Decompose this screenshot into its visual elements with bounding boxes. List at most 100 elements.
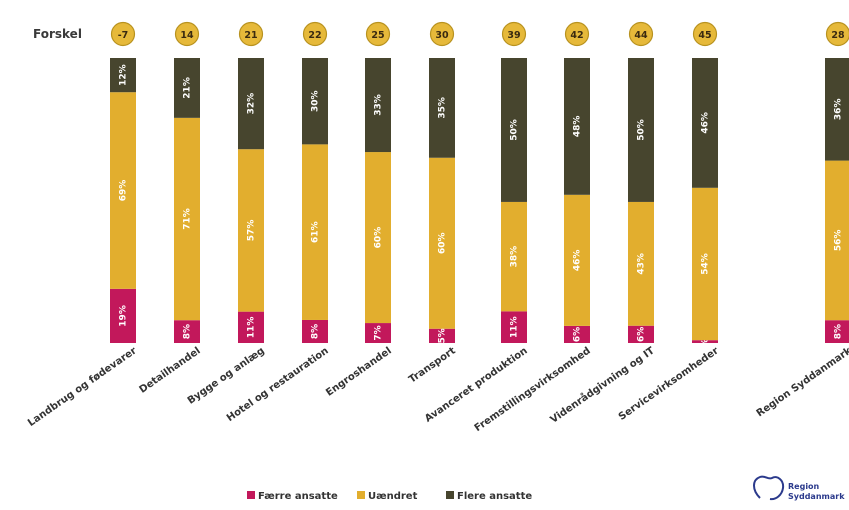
bar-flere <box>302 58 328 145</box>
bar-uaendret <box>174 117 200 321</box>
bar-value-label: 61% <box>311 221 321 243</box>
bar-faerre <box>692 340 718 343</box>
category-label: Landbrug og fødevarer <box>26 345 139 429</box>
bar-value-label: 56% <box>834 230 844 252</box>
region-syddanmark-logo: Region Syddanmark <box>753 475 845 501</box>
category-label: Videnrådgivning og IT <box>547 344 656 426</box>
bar-value-label: 8% <box>834 324 844 339</box>
difference-bubble <box>501 21 527 47</box>
difference-value: 39 <box>507 30 520 41</box>
bar-faerre <box>564 325 590 343</box>
difference-bubble <box>628 21 654 47</box>
difference-value: 28 <box>831 30 845 41</box>
bar-faerre <box>501 311 527 343</box>
difference-bubble <box>238 21 264 47</box>
difference-bubble <box>692 21 718 47</box>
bar-value-label: 11% <box>510 316 520 338</box>
bar-uaendret <box>628 201 654 326</box>
bar-value-label: 8% <box>311 324 321 339</box>
bar-faerre <box>238 311 264 343</box>
bars-group: 19% 69% 12% 8% 71% 21% 11% 57% 32% 8% 61% 30% 7% 60% 3… <box>110 58 849 354</box>
bar-uaendret <box>302 144 328 320</box>
difference-value: 25 <box>371 30 384 41</box>
logo-line-2: Syddanmark <box>788 492 845 501</box>
bar-uaendret <box>365 152 391 324</box>
difference-bubbles: -7 14 21 22 25 30 39 42 44 45 28 <box>110 21 849 47</box>
bar-value-label: 43% <box>637 253 647 275</box>
bar-value-label: 33% <box>374 94 384 116</box>
bar-value-label: 50% <box>637 119 647 141</box>
bar-flere <box>825 58 849 161</box>
difference-bubble <box>429 21 455 47</box>
legend-label-flere: Flere ansatte <box>457 491 532 502</box>
bar-value-label: 50% <box>510 119 520 141</box>
bar-value-label: 11% <box>247 317 257 339</box>
difference-value: -7 <box>118 30 129 41</box>
bar-value-label: 6% <box>637 327 647 342</box>
difference-value: 44 <box>634 30 648 41</box>
bar-value-label: 6% <box>573 327 583 342</box>
legend-swatch-faerre <box>247 491 255 499</box>
bar-value-label: 19% <box>119 305 129 327</box>
legend-swatch-flere <box>446 491 454 499</box>
bar-faerre <box>302 319 328 343</box>
difference-value: 42 <box>570 30 583 41</box>
legend-swatch-uaendret <box>357 491 365 499</box>
bar-value-label: 38% <box>510 246 520 268</box>
category-label: Fremstillingsvirksomhed <box>473 345 593 434</box>
bar-value-label: 36% <box>834 99 844 121</box>
bar-value-label: 8% <box>183 324 193 339</box>
difference-label: Forskel <box>33 27 82 41</box>
bar-value-label: 7% <box>374 325 384 340</box>
bar-flere <box>628 58 654 202</box>
category-label: Region Syddanmark <box>755 345 849 419</box>
bar-faerre <box>628 325 654 343</box>
bar-value-label: 60% <box>374 227 384 249</box>
difference-value: 22 <box>308 30 321 41</box>
bar-value-label: 30% <box>311 90 321 112</box>
bar-value-label: 32% <box>247 93 257 115</box>
bar-faerre <box>825 320 849 343</box>
category-label: Detailhandel <box>138 345 203 395</box>
bar-uaendret <box>692 187 718 341</box>
bar-value-label: 69% <box>119 180 129 202</box>
bar-flere <box>110 58 136 93</box>
bar-value-label: 46% <box>573 250 583 272</box>
difference-bubble <box>302 21 328 47</box>
bar-faerre <box>429 328 455 343</box>
difference-bubble <box>825 21 849 47</box>
category-label: Engroshandel <box>324 345 394 398</box>
bar-value-label: 46% <box>701 112 711 134</box>
bar-flere <box>238 58 264 150</box>
bar-faerre <box>174 320 200 343</box>
bar-value-label: 60% <box>438 232 448 254</box>
bar-uaendret <box>429 157 455 329</box>
difference-value: 21 <box>244 30 257 41</box>
bar-value-label: 1% <box>701 339 711 354</box>
bar-faerre <box>110 288 136 343</box>
bar-value-label: 54% <box>701 253 711 275</box>
bar-flere <box>365 58 391 153</box>
difference-value: 30 <box>435 30 449 41</box>
bar-uaendret <box>501 201 527 312</box>
difference-bubble <box>110 21 136 47</box>
category-label: Hotel og restauration <box>225 345 331 424</box>
bar-value-label: 5% <box>438 328 448 343</box>
bar-faerre <box>365 323 391 343</box>
bar-flere <box>692 58 718 188</box>
bar-flere <box>564 58 590 195</box>
bar-value-label: 12% <box>119 64 129 86</box>
bar-uaendret <box>825 160 849 321</box>
bar-value-label: 57% <box>247 220 257 242</box>
bar-flere <box>501 58 527 202</box>
bar-flere <box>174 58 200 118</box>
bar-uaendret <box>564 194 590 326</box>
difference-bubble <box>365 21 391 47</box>
legend: Færre ansatte Uændret Flere ansatte <box>247 491 532 502</box>
difference-bubble <box>174 21 200 47</box>
bar-uaendret <box>238 149 264 312</box>
logo-line-1: Region <box>788 482 820 491</box>
bar-value-label: 35% <box>438 97 448 119</box>
bar-flere <box>429 58 455 158</box>
